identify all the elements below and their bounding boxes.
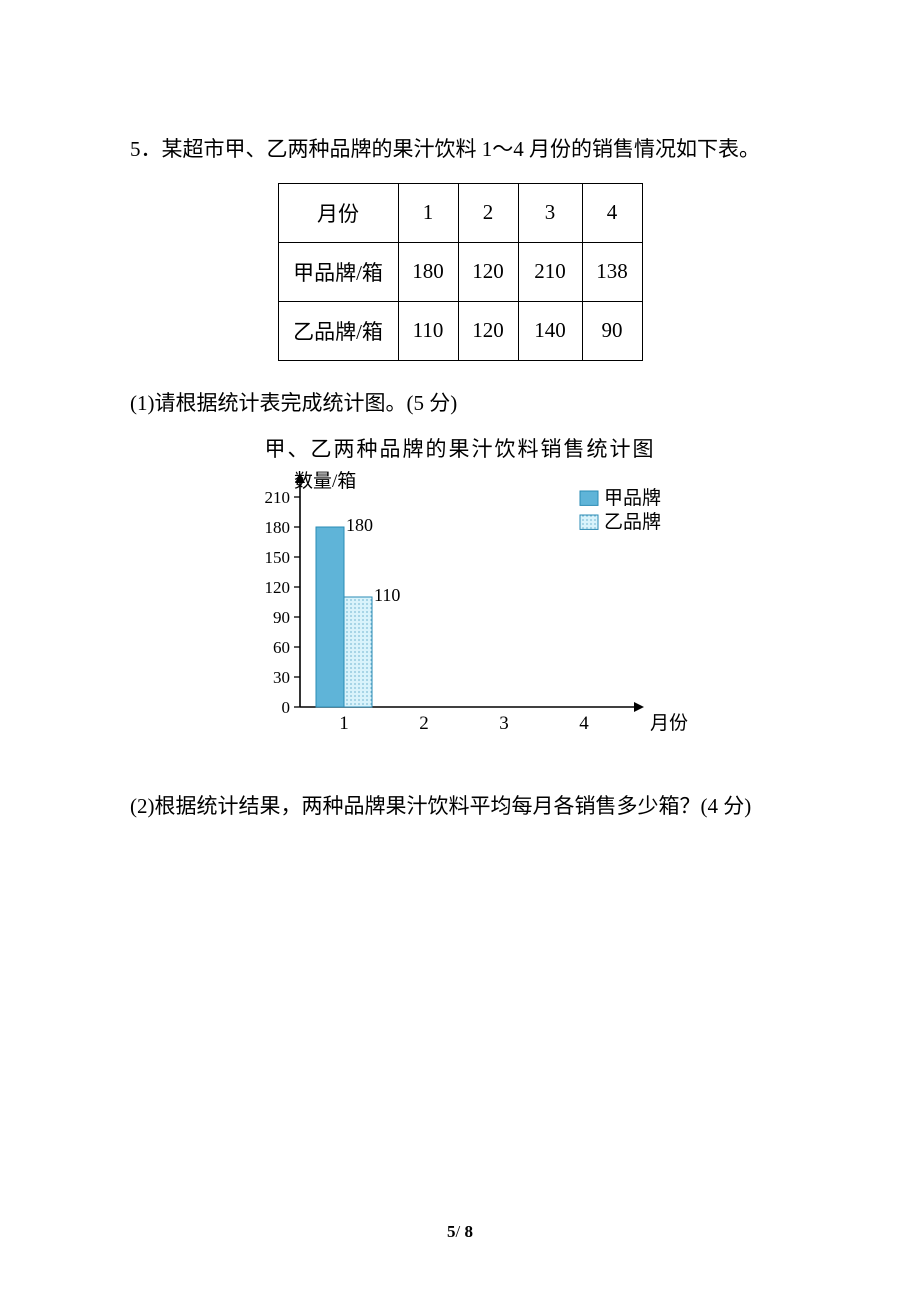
brand-b-cell: 140 xyxy=(518,301,582,360)
svg-text:0: 0 xyxy=(282,698,291,717)
month-cell: 3 xyxy=(518,183,582,242)
chart-container: 甲、乙两种品牌的果汁饮料销售统计图 数量/箱030609012015018021… xyxy=(230,433,690,767)
brand-b-label: 乙品牌/箱 xyxy=(278,301,398,360)
svg-text:月份: 月份 xyxy=(650,712,688,734)
brand-a-cell: 180 xyxy=(398,242,458,301)
month-cell: 1 xyxy=(398,183,458,242)
svg-text:1: 1 xyxy=(339,713,349,734)
data-table: 月份 1 2 3 4 甲品牌/箱 180 120 210 138 乙品牌/箱 1… xyxy=(278,183,643,361)
svg-text:甲品牌: 甲品牌 xyxy=(604,487,661,509)
svg-text:120: 120 xyxy=(265,578,291,597)
brand-b-cell: 90 xyxy=(582,301,642,360)
svg-text:乙品牌: 乙品牌 xyxy=(604,511,661,533)
svg-text:4: 4 xyxy=(579,713,589,734)
table-row: 月份 1 2 3 4 xyxy=(278,183,642,242)
brand-a-cell: 120 xyxy=(458,242,518,301)
brand-b-cell: 110 xyxy=(398,301,458,360)
brand-b-cell: 120 xyxy=(458,301,518,360)
svg-text:2: 2 xyxy=(419,713,429,734)
page-current: 5 xyxy=(447,1222,456,1241)
table-row: 甲品牌/箱 180 120 210 138 xyxy=(278,242,642,301)
brand-a-label: 甲品牌/箱 xyxy=(278,242,398,301)
brand-a-cell: 138 xyxy=(582,242,642,301)
month-cell: 4 xyxy=(582,183,642,242)
header-month-label: 月份 xyxy=(278,183,398,242)
problem-number: 5． xyxy=(130,137,162,161)
svg-text:210: 210 xyxy=(265,488,291,507)
svg-text:110: 110 xyxy=(374,585,400,605)
svg-text:90: 90 xyxy=(273,608,290,627)
brand-a-cell: 210 xyxy=(518,242,582,301)
bar-chart: 数量/箱03060901201501802101234月份180110甲品牌乙品… xyxy=(230,467,690,767)
sub-question-2: (2)根据统计结果，两种品牌果汁饮料平均每月各销售多少箱？(4 分) xyxy=(130,788,790,826)
problem-text-body: 某超市甲、乙两种品牌的果汁饮料 1～4 月份的销售情况如下表。 xyxy=(162,137,761,161)
svg-text:180: 180 xyxy=(346,515,373,535)
svg-text:150: 150 xyxy=(265,548,291,567)
svg-text:3: 3 xyxy=(499,713,509,734)
svg-text:30: 30 xyxy=(273,668,290,687)
page-total: 8 xyxy=(464,1222,473,1241)
sub-question-1: (1)请根据统计表完成统计图。(5 分) xyxy=(130,385,790,423)
table-row: 乙品牌/箱 110 120 140 90 xyxy=(278,301,642,360)
page-footer: 5/ 8 xyxy=(0,1222,920,1242)
problem-stem: 5．某超市甲、乙两种品牌的果汁饮料 1～4 月份的销售情况如下表。 xyxy=(130,131,790,169)
month-cell: 2 xyxy=(458,183,518,242)
svg-text:60: 60 xyxy=(273,638,290,657)
chart-title: 甲、乙两种品牌的果汁饮料销售统计图 xyxy=(230,433,690,463)
svg-text:180: 180 xyxy=(265,518,291,537)
